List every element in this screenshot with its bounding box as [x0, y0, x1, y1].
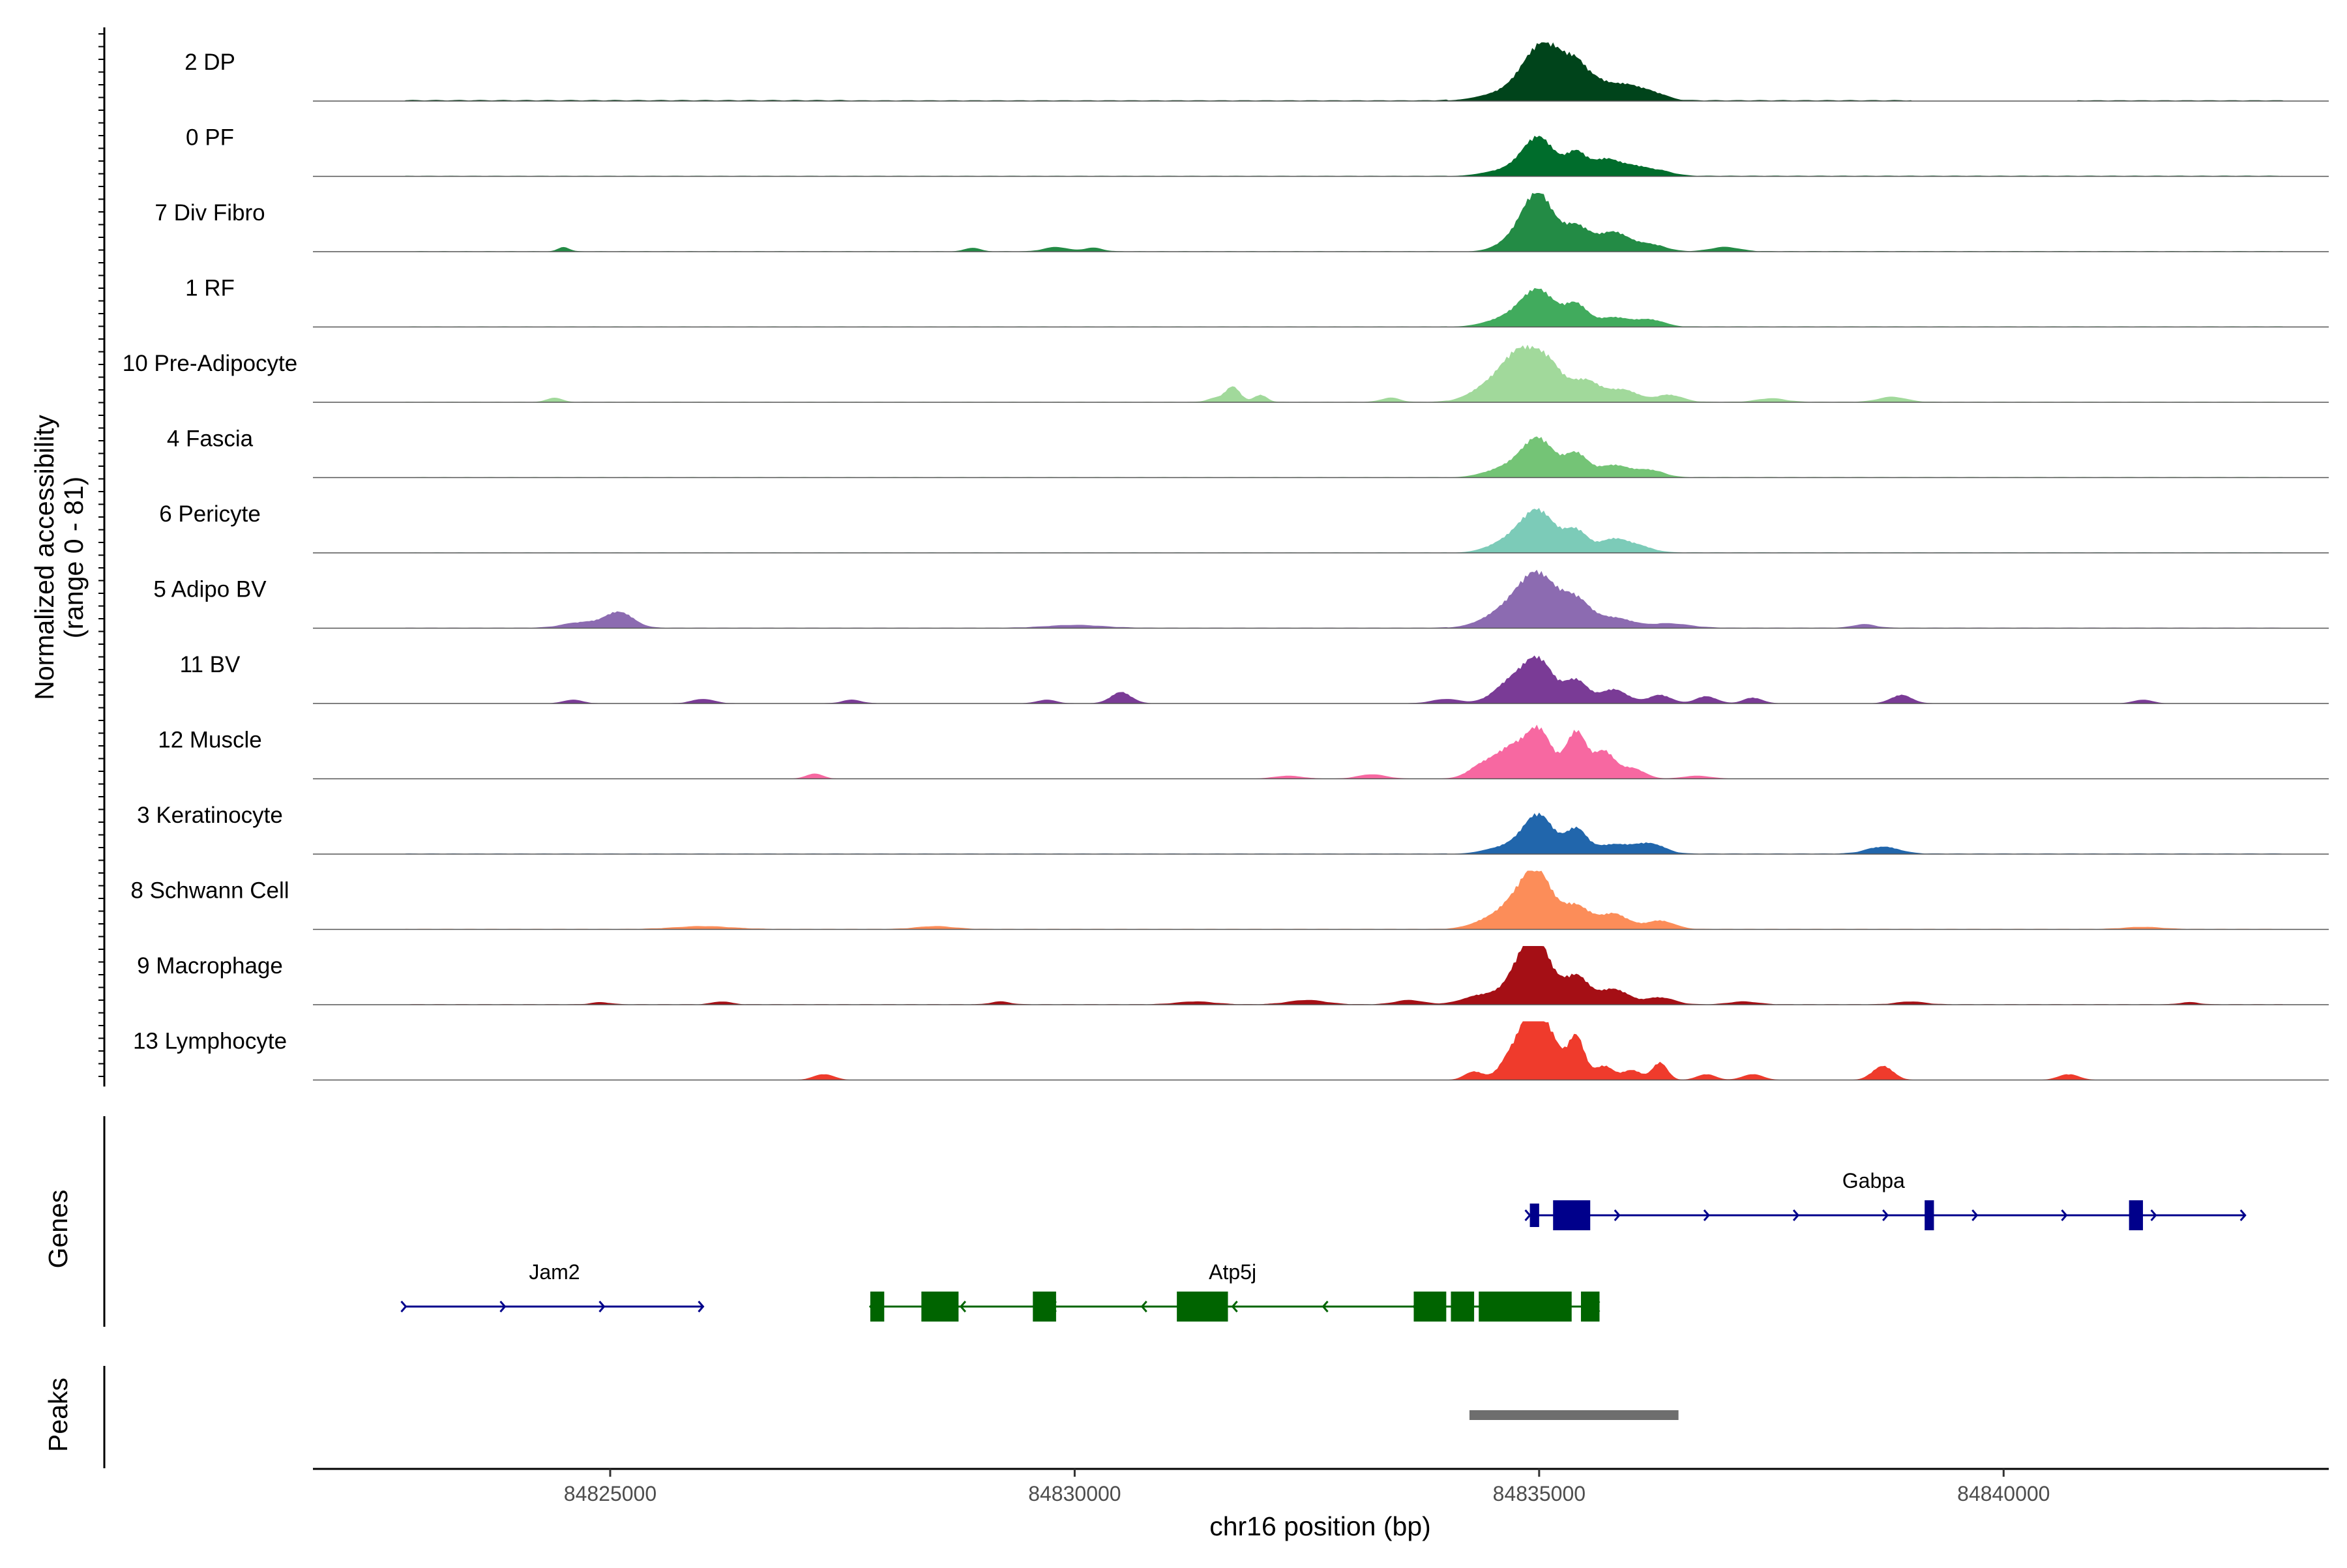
- gene-gabpa: Gabpa: [1524, 1169, 2247, 1230]
- coverage-area: [313, 655, 2329, 703]
- track-label: 6 Pericyte: [159, 501, 261, 527]
- coverage-area: [313, 42, 2329, 101]
- exon: [870, 1292, 885, 1322]
- x-axis-title: chr16 position (bp): [1209, 1511, 1431, 1541]
- strand-arrow: [1971, 1209, 1979, 1221]
- coverage-area: [313, 724, 2329, 779]
- coverage-area: [313, 946, 2329, 1005]
- exon: [921, 1292, 959, 1322]
- strand-arrow: [1614, 1209, 1621, 1221]
- coverage-track: 2 DP: [185, 42, 2329, 102]
- peaks-panel: [103, 1366, 1679, 1468]
- coverage-track: 5 Adipo BV: [153, 569, 2329, 629]
- coverage-area: [313, 136, 2329, 177]
- strand-arrow: [499, 1301, 507, 1312]
- exon: [1413, 1292, 1447, 1322]
- coverage-area: [313, 569, 2329, 629]
- coverage-track: 6 Pericyte: [159, 501, 2329, 554]
- coverage-area: [313, 436, 2329, 478]
- strand-arrow: [400, 1301, 407, 1312]
- strand-arrow: [2061, 1209, 2068, 1221]
- coverage-area: [313, 344, 2329, 402]
- gene-label: Jam2: [529, 1260, 580, 1284]
- strand-arrow: [1524, 1209, 1531, 1221]
- coverage-track: 1 RF: [185, 276, 2329, 328]
- track-label: 5 Adipo BV: [153, 577, 267, 602]
- track-label: 2 DP: [185, 50, 235, 75]
- y-axis-title-line2: (range 0 - 81): [59, 477, 89, 638]
- strand-arrow: [1140, 1301, 1147, 1312]
- x-tick-label: 84825000: [564, 1482, 657, 1505]
- coverage-track: 12 Muscle: [158, 724, 2329, 780]
- coverage-track: 11 BV: [180, 652, 2329, 704]
- strand-arrow: [1792, 1209, 1800, 1221]
- coverage-track: 7 Div Fibro: [155, 193, 2329, 252]
- track-label: 8 Schwann Cell: [130, 878, 289, 904]
- strand-arrow: [1321, 1301, 1329, 1312]
- peak-region: [1469, 1410, 1679, 1420]
- track-label: 10 Pre-Adipocyte: [123, 351, 297, 376]
- coverage-track: 3 Keratinocyte: [137, 803, 2329, 855]
- track-label: 12 Muscle: [158, 728, 262, 753]
- exon: [1580, 1292, 1600, 1322]
- coverage-area: [313, 870, 2329, 930]
- coverage-area: [313, 508, 2329, 553]
- exon: [1177, 1292, 1228, 1322]
- track-label: 11 BV: [180, 652, 241, 677]
- gene-atp5j: Atp5j: [868, 1260, 1601, 1322]
- exon: [1033, 1292, 1056, 1322]
- coverage-tracks: 2 DP 0 PF 7 Div Fibro 1 RF 10 Pre-Adipocyte 4…: [98, 27, 2329, 1087]
- gene-annotation-panel: Gabpa Jam2 Atp5j: [103, 1116, 2247, 1327]
- track-label: 0 PF: [186, 125, 234, 151]
- exon: [1553, 1200, 1591, 1230]
- coverage-track: 0 PF: [186, 125, 2329, 177]
- track-label: 4 Fascia: [167, 426, 254, 452]
- gene-label: Gabpa: [1842, 1169, 1905, 1192]
- genes-panel-label: Genes: [43, 1190, 73, 1269]
- x-tick-label: 84835000: [1493, 1482, 1586, 1505]
- strand-arrow: [598, 1301, 606, 1312]
- track-label: 13 Lymphocyte: [133, 1029, 287, 1054]
- exon: [1451, 1292, 1475, 1322]
- exon: [2129, 1200, 2144, 1230]
- peaks-panel-label: Peaks: [43, 1378, 73, 1452]
- exon: [1479, 1292, 1572, 1322]
- strand-arrow: [959, 1301, 966, 1312]
- strand-arrow: [2150, 1209, 2157, 1221]
- track-label: 7 Div Fibro: [155, 200, 265, 226]
- strand-arrow: [1703, 1209, 1710, 1221]
- coverage-track: 10 Pre-Adipocyte: [123, 344, 2329, 403]
- track-label: 3 Keratinocyte: [137, 803, 283, 828]
- strand-arrow: [1231, 1301, 1238, 1312]
- exon: [1925, 1200, 1934, 1230]
- exon: [1529, 1204, 1539, 1227]
- coverage-track: 8 Schwann Cell: [130, 870, 2329, 930]
- gene-label: Atp5j: [1209, 1260, 1256, 1284]
- coverage-track: 4 Fascia: [167, 426, 2329, 479]
- coverage-track: 9 Macrophage: [137, 946, 2329, 1005]
- x-tick-label: 84840000: [1957, 1482, 2050, 1505]
- y-axis-title-line1: Normalized accessibility: [29, 415, 59, 700]
- strand-arrow: [698, 1301, 705, 1312]
- strand-arrow: [1882, 1209, 1889, 1221]
- track-label: 1 RF: [185, 276, 235, 301]
- strand-arrow: [2239, 1209, 2247, 1221]
- coverage-track: 13 Lymphocyte: [133, 1021, 2329, 1081]
- coverage-area: [313, 193, 2329, 252]
- coverage-area: [313, 812, 2329, 854]
- x-axis: 84825000 84830000 84835000 84840000: [313, 1468, 2329, 1505]
- gene-jam2: Jam2: [400, 1260, 705, 1312]
- coverage-area: [313, 288, 2329, 327]
- coverage-area: [313, 1021, 2329, 1080]
- x-tick-label: 84830000: [1028, 1482, 1121, 1505]
- track-label: 9 Macrophage: [137, 953, 283, 979]
